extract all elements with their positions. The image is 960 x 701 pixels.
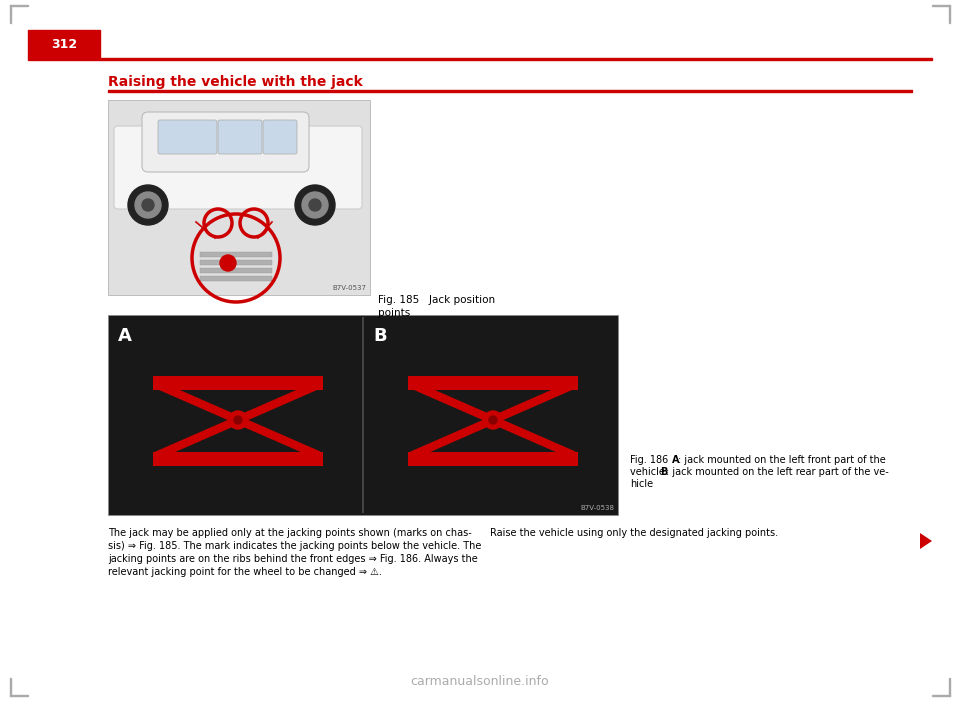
Circle shape bbox=[234, 416, 242, 424]
Text: Fig. 185   Jack position: Fig. 185 Jack position bbox=[378, 295, 495, 305]
FancyBboxPatch shape bbox=[218, 120, 262, 154]
FancyBboxPatch shape bbox=[263, 120, 297, 154]
Bar bbox=[28, 58, 932, 60]
Bar bbox=[949, 678, 950, 696]
Text: Raising the vehicle with the jack: Raising the vehicle with the jack bbox=[108, 75, 363, 89]
Bar bbox=[200, 252, 272, 257]
Bar bbox=[10, 695, 28, 696]
Text: Raise the vehicle using only the designated jacking points.: Raise the vehicle using only the designa… bbox=[490, 528, 779, 538]
Circle shape bbox=[309, 199, 321, 211]
Text: relevant jacking point for the wheel to be changed ⇒ ⚠.: relevant jacking point for the wheel to … bbox=[108, 567, 382, 577]
Text: : jack mounted on the left front part of the: : jack mounted on the left front part of… bbox=[678, 455, 886, 465]
Text: : jack mounted on the left rear part of the ve-: : jack mounted on the left rear part of … bbox=[666, 467, 889, 477]
Bar bbox=[200, 276, 272, 281]
Text: vehicle: vehicle bbox=[630, 467, 668, 477]
Bar bbox=[932, 695, 950, 696]
Bar bbox=[200, 268, 272, 273]
FancyBboxPatch shape bbox=[142, 112, 309, 172]
FancyBboxPatch shape bbox=[114, 126, 362, 209]
Text: B: B bbox=[373, 327, 387, 345]
Text: Wheels and tyres: Wheels and tyres bbox=[115, 37, 237, 50]
Circle shape bbox=[220, 255, 236, 271]
Text: B7V-0537: B7V-0537 bbox=[332, 285, 366, 291]
Bar bbox=[200, 260, 272, 265]
FancyBboxPatch shape bbox=[158, 120, 217, 154]
Circle shape bbox=[484, 411, 502, 429]
Text: B: B bbox=[660, 467, 667, 477]
Text: B7V-0538: B7V-0538 bbox=[580, 505, 614, 511]
Text: A: A bbox=[672, 455, 680, 465]
Circle shape bbox=[128, 185, 168, 225]
Bar bbox=[153, 376, 323, 390]
Bar bbox=[108, 315, 618, 515]
Text: points: points bbox=[378, 308, 410, 318]
Bar bbox=[408, 452, 578, 466]
Bar bbox=[362, 317, 364, 513]
Circle shape bbox=[142, 199, 154, 211]
Circle shape bbox=[135, 192, 161, 218]
Text: Fig. 186: Fig. 186 bbox=[630, 455, 675, 465]
Circle shape bbox=[489, 416, 497, 424]
Circle shape bbox=[302, 192, 328, 218]
Circle shape bbox=[295, 185, 335, 225]
Bar bbox=[108, 90, 912, 92]
Bar bbox=[28, 30, 100, 58]
Text: jacking points are on the ribs behind the front edges ⇒ Fig. 186. Always the: jacking points are on the ribs behind th… bbox=[108, 554, 478, 564]
Polygon shape bbox=[920, 533, 932, 549]
Bar bbox=[932, 5, 950, 6]
Bar bbox=[10, 5, 28, 6]
Bar bbox=[10, 5, 12, 23]
Text: hicle: hicle bbox=[630, 479, 653, 489]
Circle shape bbox=[229, 411, 247, 429]
Bar bbox=[408, 376, 578, 390]
Bar bbox=[108, 100, 370, 295]
Text: A: A bbox=[118, 327, 132, 345]
Bar bbox=[153, 452, 323, 466]
Text: sis) ⇒ Fig. 185. The mark indicates the jacking points below the vehicle. The: sis) ⇒ Fig. 185. The mark indicates the … bbox=[108, 541, 481, 551]
Text: The jack may be applied only at the jacking points shown (marks on chas-: The jack may be applied only at the jack… bbox=[108, 528, 471, 538]
Bar bbox=[949, 5, 950, 23]
Text: carmanualsonline.info: carmanualsonline.info bbox=[411, 675, 549, 688]
Bar bbox=[10, 678, 12, 696]
Text: 312: 312 bbox=[51, 37, 77, 50]
